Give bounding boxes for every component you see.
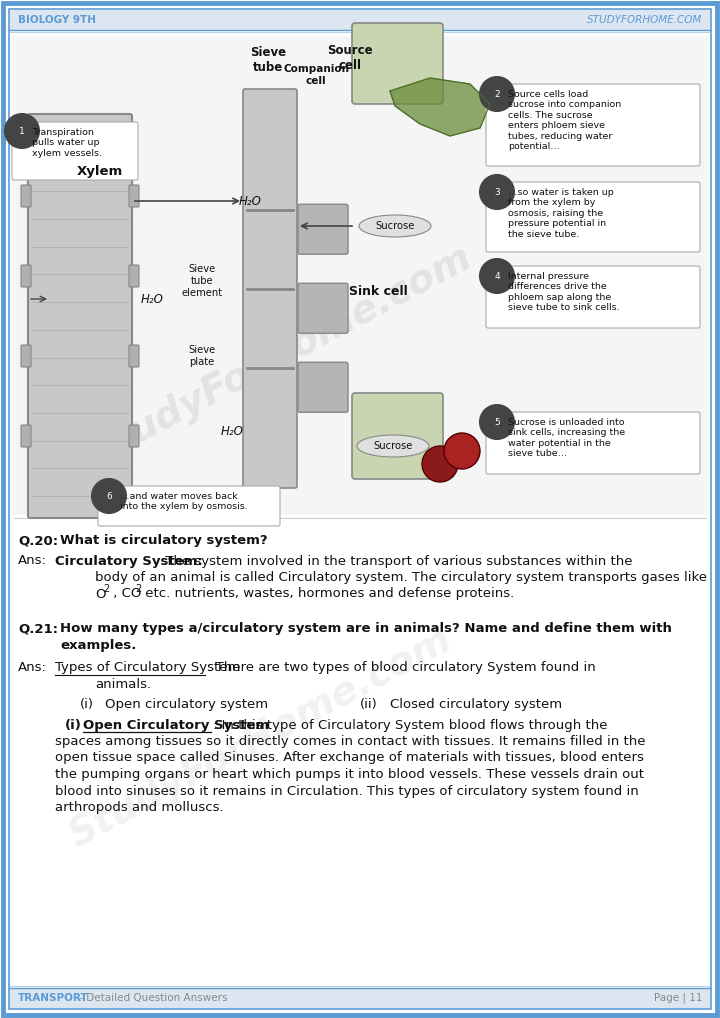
Text: Circulatory System:: Circulatory System: xyxy=(55,555,203,567)
Text: Transpiration
pulls water up
xylem vessels.: Transpiration pulls water up xylem vesse… xyxy=(32,128,102,158)
Text: 2: 2 xyxy=(103,583,109,593)
FancyBboxPatch shape xyxy=(21,185,31,207)
Text: Open circulatory system: Open circulatory system xyxy=(105,698,268,711)
FancyBboxPatch shape xyxy=(486,266,700,328)
Text: 6: 6 xyxy=(106,492,112,501)
Text: The system involved in the transport of various substances within the: The system involved in the transport of … xyxy=(161,555,633,567)
FancyBboxPatch shape xyxy=(352,393,443,479)
Text: Sieve
tube: Sieve tube xyxy=(250,46,286,74)
Text: 4: 4 xyxy=(494,272,500,281)
Circle shape xyxy=(422,446,458,482)
Text: Page | 11: Page | 11 xyxy=(654,993,702,1004)
FancyBboxPatch shape xyxy=(486,412,700,474)
Text: Internal pressure
differences drive the
phloem sap along the
sieve tube to sink : Internal pressure differences drive the … xyxy=(508,272,620,313)
Text: 2: 2 xyxy=(135,583,141,593)
FancyBboxPatch shape xyxy=(28,114,132,518)
Polygon shape xyxy=(390,78,490,136)
Text: 3: 3 xyxy=(494,187,500,196)
FancyBboxPatch shape xyxy=(129,425,139,447)
Text: Xylem: Xylem xyxy=(77,165,123,177)
Text: Q.20:: Q.20: xyxy=(18,534,58,547)
Ellipse shape xyxy=(359,215,431,237)
Text: spaces among tissues so it directly comes in contact with tissues. It remains fi: spaces among tissues so it directly come… xyxy=(55,735,646,748)
FancyBboxPatch shape xyxy=(10,10,710,30)
Text: etc. nutrients, wastes, hormones and defense proteins.: etc. nutrients, wastes, hormones and def… xyxy=(141,587,514,601)
Text: Sucrose is unloaded into
sink cells, increasing the
water potential in the
sieve: Sucrose is unloaded into sink cells, inc… xyxy=(508,418,625,458)
FancyBboxPatch shape xyxy=(298,283,348,333)
Text: Sieve
plate: Sieve plate xyxy=(189,345,215,366)
Text: (i): (i) xyxy=(65,719,82,732)
Text: STUDYFORHOME.COM: STUDYFORHOME.COM xyxy=(587,15,702,25)
Text: Sieve
tube
element: Sieve tube element xyxy=(181,265,222,297)
Text: examples.: examples. xyxy=(60,638,136,652)
FancyBboxPatch shape xyxy=(3,3,717,1015)
FancyBboxPatch shape xyxy=(298,362,348,412)
Text: Closed circulatory system: Closed circulatory system xyxy=(390,698,562,711)
Text: - Detailed Question Answers: - Detailed Question Answers xyxy=(76,993,228,1003)
Text: Companion
cell: Companion cell xyxy=(283,64,349,86)
Text: blood into sinuses so it remains in Circulation. This types of circulatory syste: blood into sinuses so it remains in Circ… xyxy=(55,785,639,797)
Text: the pumping organs or heart which pumps it into blood vessels. These vessels dra: the pumping organs or heart which pumps … xyxy=(55,768,644,781)
FancyBboxPatch shape xyxy=(352,23,443,104)
Text: 1: 1 xyxy=(19,126,25,135)
Text: …and water moves back
into the xylem by osmosis.: …and water moves back into the xylem by … xyxy=(120,492,248,511)
Text: (i): (i) xyxy=(80,698,94,711)
Text: StudyForHome.com: StudyForHome.com xyxy=(62,621,458,855)
FancyBboxPatch shape xyxy=(98,486,280,526)
Text: animals.: animals. xyxy=(95,678,151,690)
Text: , CO: , CO xyxy=(109,587,141,601)
Text: arthropods and molluscs.: arthropods and molluscs. xyxy=(55,801,224,814)
Text: H₂O: H₂O xyxy=(238,194,261,208)
Text: …so water is taken up
from the xylem by
osmosis, raising the
pressure potential : …so water is taken up from the xylem by … xyxy=(508,188,613,238)
Text: Types of Circulatory System: Types of Circulatory System xyxy=(55,661,240,674)
Text: : In this type of Circulatory System blood flows through the: : In this type of Circulatory System blo… xyxy=(212,719,607,732)
FancyBboxPatch shape xyxy=(129,265,139,287)
FancyBboxPatch shape xyxy=(129,345,139,367)
Ellipse shape xyxy=(357,435,429,457)
Text: Ans:: Ans: xyxy=(18,661,47,674)
Text: : There are two types of blood circulatory System found in: : There are two types of blood circulato… xyxy=(207,661,595,674)
FancyBboxPatch shape xyxy=(486,182,700,252)
Text: (ii): (ii) xyxy=(360,698,378,711)
FancyBboxPatch shape xyxy=(243,89,297,488)
Text: H₂O: H₂O xyxy=(220,425,243,438)
Text: TRANSPORT: TRANSPORT xyxy=(18,993,89,1003)
Text: Sucrose: Sucrose xyxy=(373,441,413,451)
Text: 2: 2 xyxy=(494,90,500,99)
Text: open tissue space called Sinuses. After exchange of materials with tissues, bloo: open tissue space called Sinuses. After … xyxy=(55,751,644,765)
FancyBboxPatch shape xyxy=(21,265,31,287)
Text: BIOLOGY 9TH: BIOLOGY 9TH xyxy=(18,15,96,25)
Text: Sink cell: Sink cell xyxy=(348,284,408,297)
Text: 5: 5 xyxy=(494,417,500,427)
Text: Source cells load
sucrose into companion
cells. The sucrose
enters phloem sieve
: Source cells load sucrose into companion… xyxy=(508,90,621,151)
Text: body of an animal is called Circulatory system. The circulatory system transport: body of an animal is called Circulatory … xyxy=(95,571,707,584)
FancyBboxPatch shape xyxy=(9,9,711,1009)
FancyBboxPatch shape xyxy=(21,345,31,367)
Text: Q.21:: Q.21: xyxy=(18,622,58,635)
Text: H₂O: H₂O xyxy=(140,292,163,305)
Text: StudyForHome.com: StudyForHome.com xyxy=(82,239,478,473)
Circle shape xyxy=(444,433,480,469)
Text: Ans:: Ans: xyxy=(18,555,47,567)
Text: How many types a/circulatory system are in animals? Name and define them with: How many types a/circulatory system are … xyxy=(60,622,672,635)
Text: What is circulatory system?: What is circulatory system? xyxy=(60,534,268,547)
FancyBboxPatch shape xyxy=(486,84,700,166)
FancyBboxPatch shape xyxy=(21,425,31,447)
FancyBboxPatch shape xyxy=(12,36,708,515)
FancyBboxPatch shape xyxy=(129,185,139,207)
Text: Open Circulatory System: Open Circulatory System xyxy=(83,719,269,732)
FancyBboxPatch shape xyxy=(10,988,710,1008)
FancyBboxPatch shape xyxy=(12,122,138,180)
Text: Sucrose: Sucrose xyxy=(375,221,415,231)
FancyBboxPatch shape xyxy=(298,205,348,254)
Text: O: O xyxy=(95,587,106,601)
Text: Source
cell: Source cell xyxy=(327,44,373,72)
